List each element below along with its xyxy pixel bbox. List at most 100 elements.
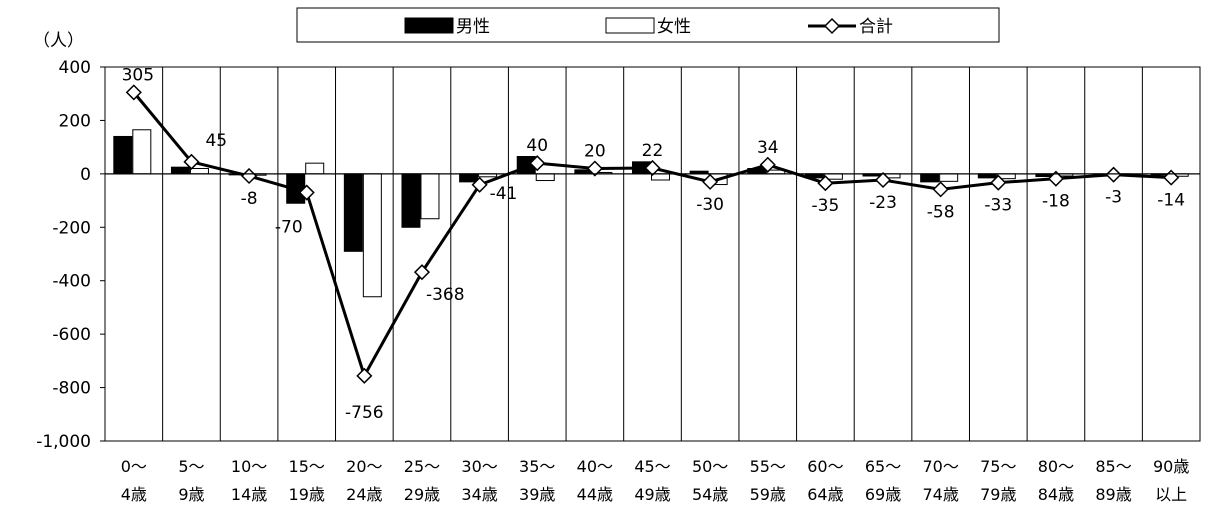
x-tick-label-line2: 79歳 (980, 485, 1016, 504)
total-point-marker (413, 264, 431, 281)
x-tick-label-line1: 75～ (980, 457, 1016, 476)
y-tick-label: -200 (52, 218, 91, 238)
x-tick-label-line1: 60～ (807, 457, 843, 476)
total-line-marks (125, 84, 1180, 384)
plot-frame (104, 66, 1201, 442)
x-tick-label-line2: 89歳 (1095, 485, 1131, 504)
x-tick-label-line1: 45～ (634, 457, 670, 476)
legend-label-total: 合計 (859, 17, 893, 37)
data-labels: 305 45 -8 -70 -756 -368 -41 40 20 22 -30 34 -35 -23 -5… (122, 65, 1185, 422)
y-tick-label: 0 (80, 165, 91, 185)
x-tick-label-line1: 70～ (922, 457, 958, 476)
total-point-marker (183, 153, 200, 170)
x-tick-label-line2: 以上 (1155, 485, 1187, 504)
total-data-label: -756 (345, 403, 384, 423)
plot-grid (104, 66, 1201, 442)
bar-female (189, 168, 209, 175)
total-data-label: -3 (1105, 188, 1122, 208)
total-point-marker (759, 156, 776, 173)
x-tick-label-line1: 50～ (692, 457, 728, 476)
total-data-label: -368 (426, 285, 465, 305)
total-point-marker (356, 367, 373, 384)
total-data-label: -35 (812, 196, 840, 216)
x-tick-label-line1: 5～ (178, 457, 204, 476)
bar-male (113, 135, 133, 175)
bar-male (459, 173, 479, 183)
total-data-label: -58 (927, 202, 955, 222)
bar-male (170, 166, 190, 175)
x-tick-label-line1: 90歳 (1153, 457, 1189, 476)
bar-male (920, 173, 940, 183)
total-data-label: -8 (241, 189, 258, 209)
x-tick-label-line2: 59歳 (750, 485, 786, 504)
y-tick-label: 200 (59, 111, 91, 131)
total-point-marker (586, 160, 603, 177)
y-tick-label: -1,000 (36, 432, 91, 452)
legend: 男性 女性 合計 (296, 7, 1000, 43)
bar-female (362, 173, 382, 298)
total-point-marker (1163, 169, 1180, 186)
x-tick-label-line1: 40～ (577, 457, 613, 476)
x-tick-label-line1: 15～ (289, 457, 325, 476)
bar-male (343, 173, 363, 252)
x-tick-label-line2: 69歳 (865, 485, 901, 504)
total-point-marker (874, 171, 892, 189)
bar-male (401, 173, 421, 228)
total-point-marker (298, 184, 315, 201)
total-point-marker (241, 167, 258, 185)
x-tick-label-line2: 19歳 (289, 485, 325, 504)
legend-label-female: 女性 (657, 17, 691, 37)
x-tick-label-line1: 55～ (750, 457, 786, 476)
total-data-label: -18 (1042, 192, 1070, 212)
y-tick-label: -400 (52, 272, 91, 292)
x-tick-label-line2: 14歳 (231, 485, 267, 504)
total-point-marker (125, 84, 142, 101)
bar-female (535, 173, 555, 182)
x-tick-label-line1: 35～ (519, 457, 555, 476)
total-point-marker (1105, 166, 1122, 183)
legend-swatch-male (404, 17, 454, 34)
bar-female (651, 173, 670, 181)
total-data-label: -41 (490, 184, 518, 204)
total-point-marker (471, 176, 488, 193)
x-tick-label-line2: 34歳 (461, 485, 497, 504)
x-tick-label-line2: 39歳 (519, 485, 555, 504)
total-data-label: -30 (696, 195, 724, 215)
x-tick-label-line1: 80～ (1038, 457, 1074, 476)
x-tick-label-line1: 0～ (121, 457, 147, 476)
x-tick-label-line2: 84歳 (1038, 485, 1074, 504)
total-data-label: -70 (275, 218, 303, 238)
legend-label-male: 男性 (456, 17, 490, 37)
legend-swatch-total-marker (823, 17, 841, 35)
total-point-marker (1047, 170, 1064, 187)
total-data-label: 20 (584, 142, 606, 162)
x-tick-label-line2: 4歳 (121, 485, 147, 504)
total-data-label: 45 (205, 131, 227, 151)
total-data-label: -14 (1157, 191, 1185, 211)
x-tick-label-line2: 74歳 (922, 485, 958, 504)
bar-male (977, 173, 997, 179)
x-tick-label-line2: 44歳 (577, 485, 613, 504)
x-tick-label-line1: 85～ (1095, 457, 1131, 476)
x-tick-label-line2: 54歳 (692, 485, 728, 504)
total-point-marker (990, 174, 1007, 191)
total-point-marker (817, 175, 834, 192)
x-tick-label-line1: 25～ (404, 457, 440, 476)
y-unit-label: （人） (33, 31, 84, 51)
legend-swatch-female (605, 17, 655, 34)
x-tick-label-line2: 29歳 (404, 485, 440, 504)
bar-female (305, 162, 325, 175)
bar-female (132, 129, 152, 175)
y-tick-label: 400 (59, 58, 91, 78)
x-tick-label-line2: 24歳 (346, 485, 382, 504)
x-tick-label-line2: 9歳 (178, 485, 204, 504)
total-data-label: -23 (869, 193, 897, 213)
x-tick-label-line1: 30～ (461, 457, 497, 476)
total-data-label: 22 (642, 141, 664, 161)
bar-female (420, 173, 440, 220)
x-tick-label-line1: 65～ (865, 457, 901, 476)
total-data-label: 40 (526, 136, 548, 156)
total-point-marker (644, 159, 661, 177)
x-tick-label-line1: 10～ (231, 457, 267, 476)
axes: 400 200 0 -200 -400 -600 -800 -1,000 0～ 4歳 5～ 9歳 10～… (36, 58, 1200, 504)
